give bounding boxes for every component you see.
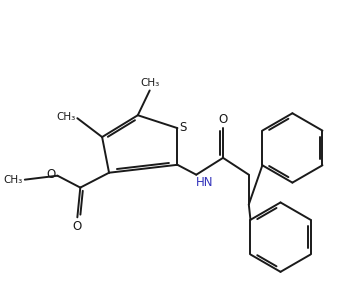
Text: CH₃: CH₃ xyxy=(140,78,159,89)
Text: O: O xyxy=(218,113,228,126)
Text: HN: HN xyxy=(196,176,214,189)
Text: O: O xyxy=(46,168,55,181)
Text: CH₃: CH₃ xyxy=(4,175,23,185)
Text: S: S xyxy=(179,121,187,134)
Text: CH₃: CH₃ xyxy=(56,112,75,122)
Text: O: O xyxy=(73,220,82,233)
